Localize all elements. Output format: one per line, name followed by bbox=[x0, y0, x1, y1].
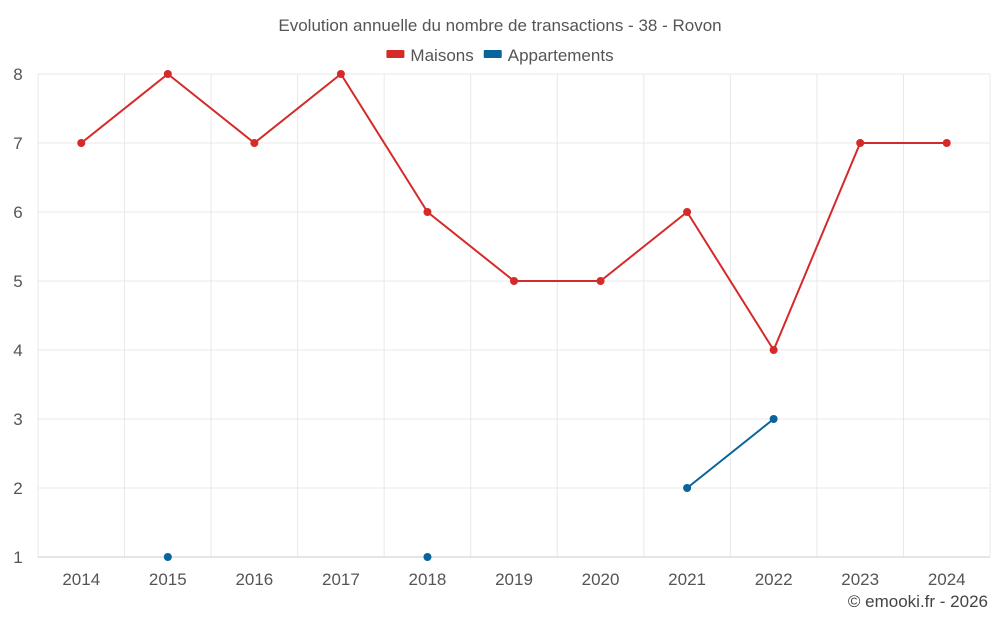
series-line-segment bbox=[80, 73, 169, 144]
data-point[interactable] bbox=[510, 277, 518, 285]
data-point[interactable] bbox=[769, 346, 778, 354]
data-point[interactable] bbox=[683, 484, 692, 492]
series-appartements bbox=[163, 415, 778, 561]
data-point[interactable] bbox=[77, 139, 86, 147]
x-tick-label: 2014 bbox=[62, 570, 100, 589]
legend-label: Maisons bbox=[410, 46, 473, 65]
x-tick-label: 2018 bbox=[409, 570, 447, 589]
y-tick-label: 7 bbox=[13, 134, 22, 153]
series-line-segment bbox=[253, 73, 342, 144]
legend-item-appartements[interactable]: Appartements bbox=[483, 46, 614, 65]
chart-title: Evolution annuelle du nombre de transact… bbox=[278, 16, 721, 35]
series-line-segment bbox=[599, 211, 689, 282]
x-tick-label: 2015 bbox=[149, 570, 187, 589]
data-point[interactable] bbox=[423, 208, 432, 216]
y-tick-label: 8 bbox=[13, 65, 22, 84]
series-layer bbox=[77, 70, 951, 561]
data-point[interactable] bbox=[163, 553, 172, 561]
series-maisons bbox=[77, 70, 951, 354]
y-axis: 1 2 3 4 5 6 7 8 bbox=[13, 65, 22, 567]
legend-label: Appartements bbox=[508, 46, 614, 65]
x-tick-label: 2021 bbox=[668, 570, 706, 589]
x-tick-label: 2017 bbox=[322, 570, 360, 589]
data-point[interactable] bbox=[856, 139, 865, 147]
y-tick-label: 3 bbox=[13, 410, 22, 429]
data-point[interactable] bbox=[942, 139, 951, 147]
x-tick-label: 2016 bbox=[235, 570, 273, 589]
y-tick-label: 2 bbox=[13, 479, 22, 498]
x-tick-label: 2019 bbox=[495, 570, 533, 589]
data-point[interactable] bbox=[683, 208, 692, 216]
x-tick-label: 2020 bbox=[582, 570, 620, 589]
data-point[interactable] bbox=[596, 277, 605, 285]
x-tick-label: 2022 bbox=[755, 570, 793, 589]
data-point[interactable] bbox=[336, 70, 345, 78]
legend-swatch bbox=[483, 50, 502, 58]
data-point[interactable] bbox=[769, 415, 778, 423]
series-line-segment bbox=[686, 211, 775, 351]
x-tick-label: 2024 bbox=[928, 570, 966, 589]
data-point[interactable] bbox=[423, 553, 432, 561]
series-line-segment bbox=[426, 211, 515, 282]
y-tick-label: 6 bbox=[13, 203, 22, 222]
data-point[interactable] bbox=[250, 139, 259, 147]
data-point[interactable] bbox=[163, 70, 172, 78]
series-line-segment bbox=[166, 73, 256, 144]
legend-item-maisons[interactable]: Maisons bbox=[386, 46, 474, 65]
grid bbox=[37, 73, 991, 558]
legend: Maisons Appartements bbox=[386, 46, 614, 65]
y-tick-label: 4 bbox=[13, 341, 22, 360]
y-tick-label: 1 bbox=[13, 548, 22, 567]
series-line-segment bbox=[686, 418, 775, 489]
credit-text: © emooki.fr - 2026 bbox=[847, 592, 988, 611]
legend-swatch bbox=[386, 50, 405, 58]
x-axis: 2014 2015 2016 2017 2018 2019 2020 2021 2022 2023… bbox=[62, 570, 965, 589]
series-line-segment bbox=[339, 73, 429, 213]
series-line-segment bbox=[772, 142, 862, 351]
x-tick-label: 2023 bbox=[841, 570, 879, 589]
y-tick-label: 5 bbox=[13, 272, 22, 291]
